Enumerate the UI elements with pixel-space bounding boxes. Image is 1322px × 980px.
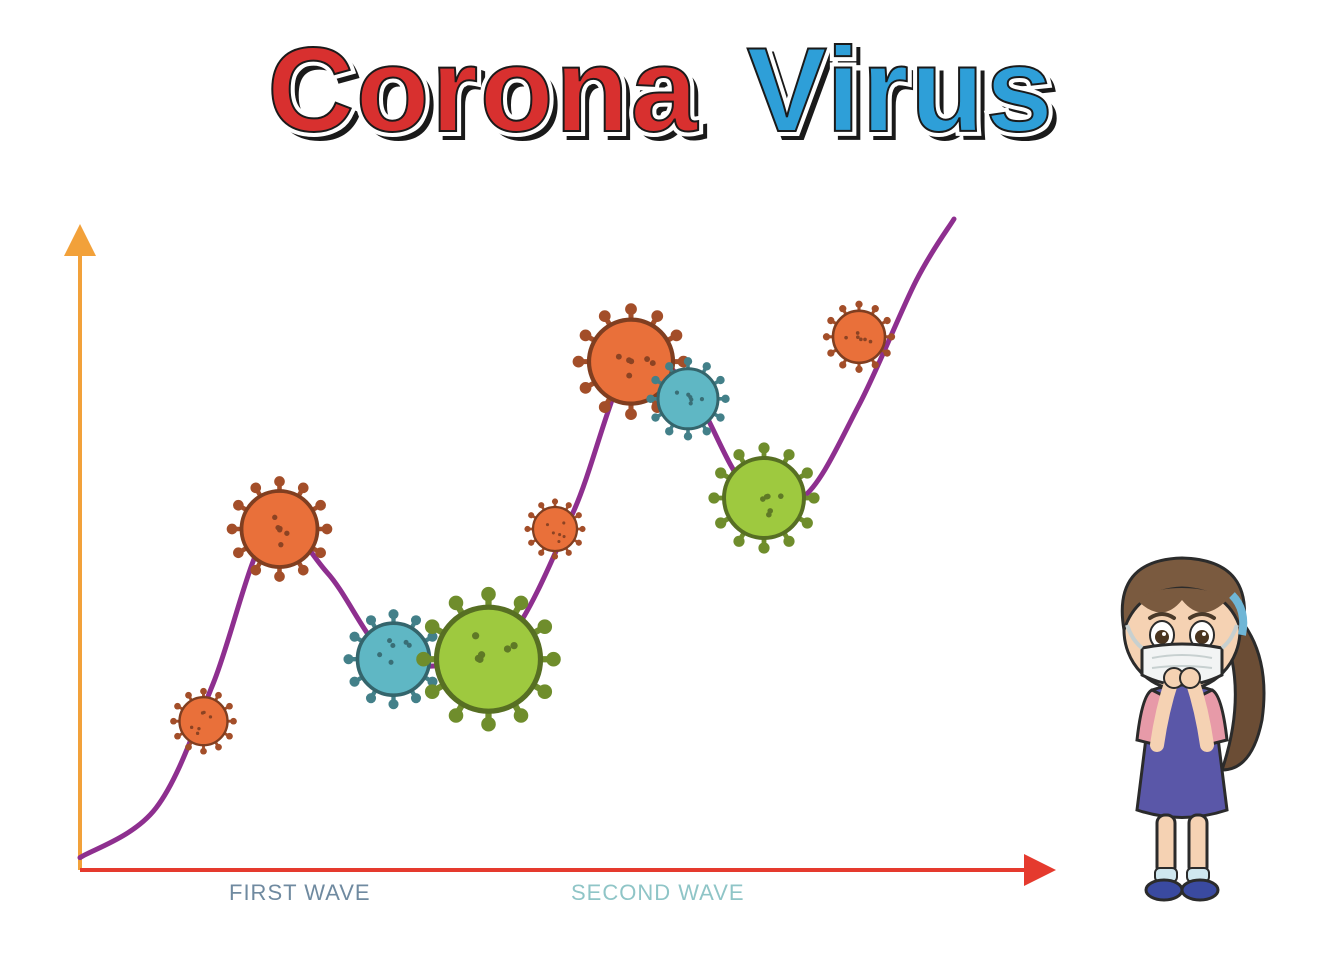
chart-svg [50, 230, 1050, 930]
title-word-corona: Corona Corona Corona Corona [261, 30, 705, 150]
virus-icon [170, 688, 237, 755]
x-axis-label-second-wave: SECOND WAVE [571, 880, 745, 906]
virus-icon [823, 301, 895, 373]
girl-with-mask-illustration [1082, 540, 1282, 920]
chart-axes [80, 240, 1040, 870]
x-axis-label-first-wave: FIRST WAVE [229, 880, 371, 906]
virus-icon [416, 587, 561, 732]
chart-markers [170, 301, 895, 755]
wave-chart: FIRST WAVE SECOND WAVE [50, 230, 1050, 930]
chart-curve [80, 219, 954, 858]
page-title: Corona Corona Corona Corona Virus Virus … [0, 30, 1322, 150]
title-word-virus: Virus Virus Virus Virus [741, 30, 1061, 150]
virus-icon [227, 476, 333, 582]
